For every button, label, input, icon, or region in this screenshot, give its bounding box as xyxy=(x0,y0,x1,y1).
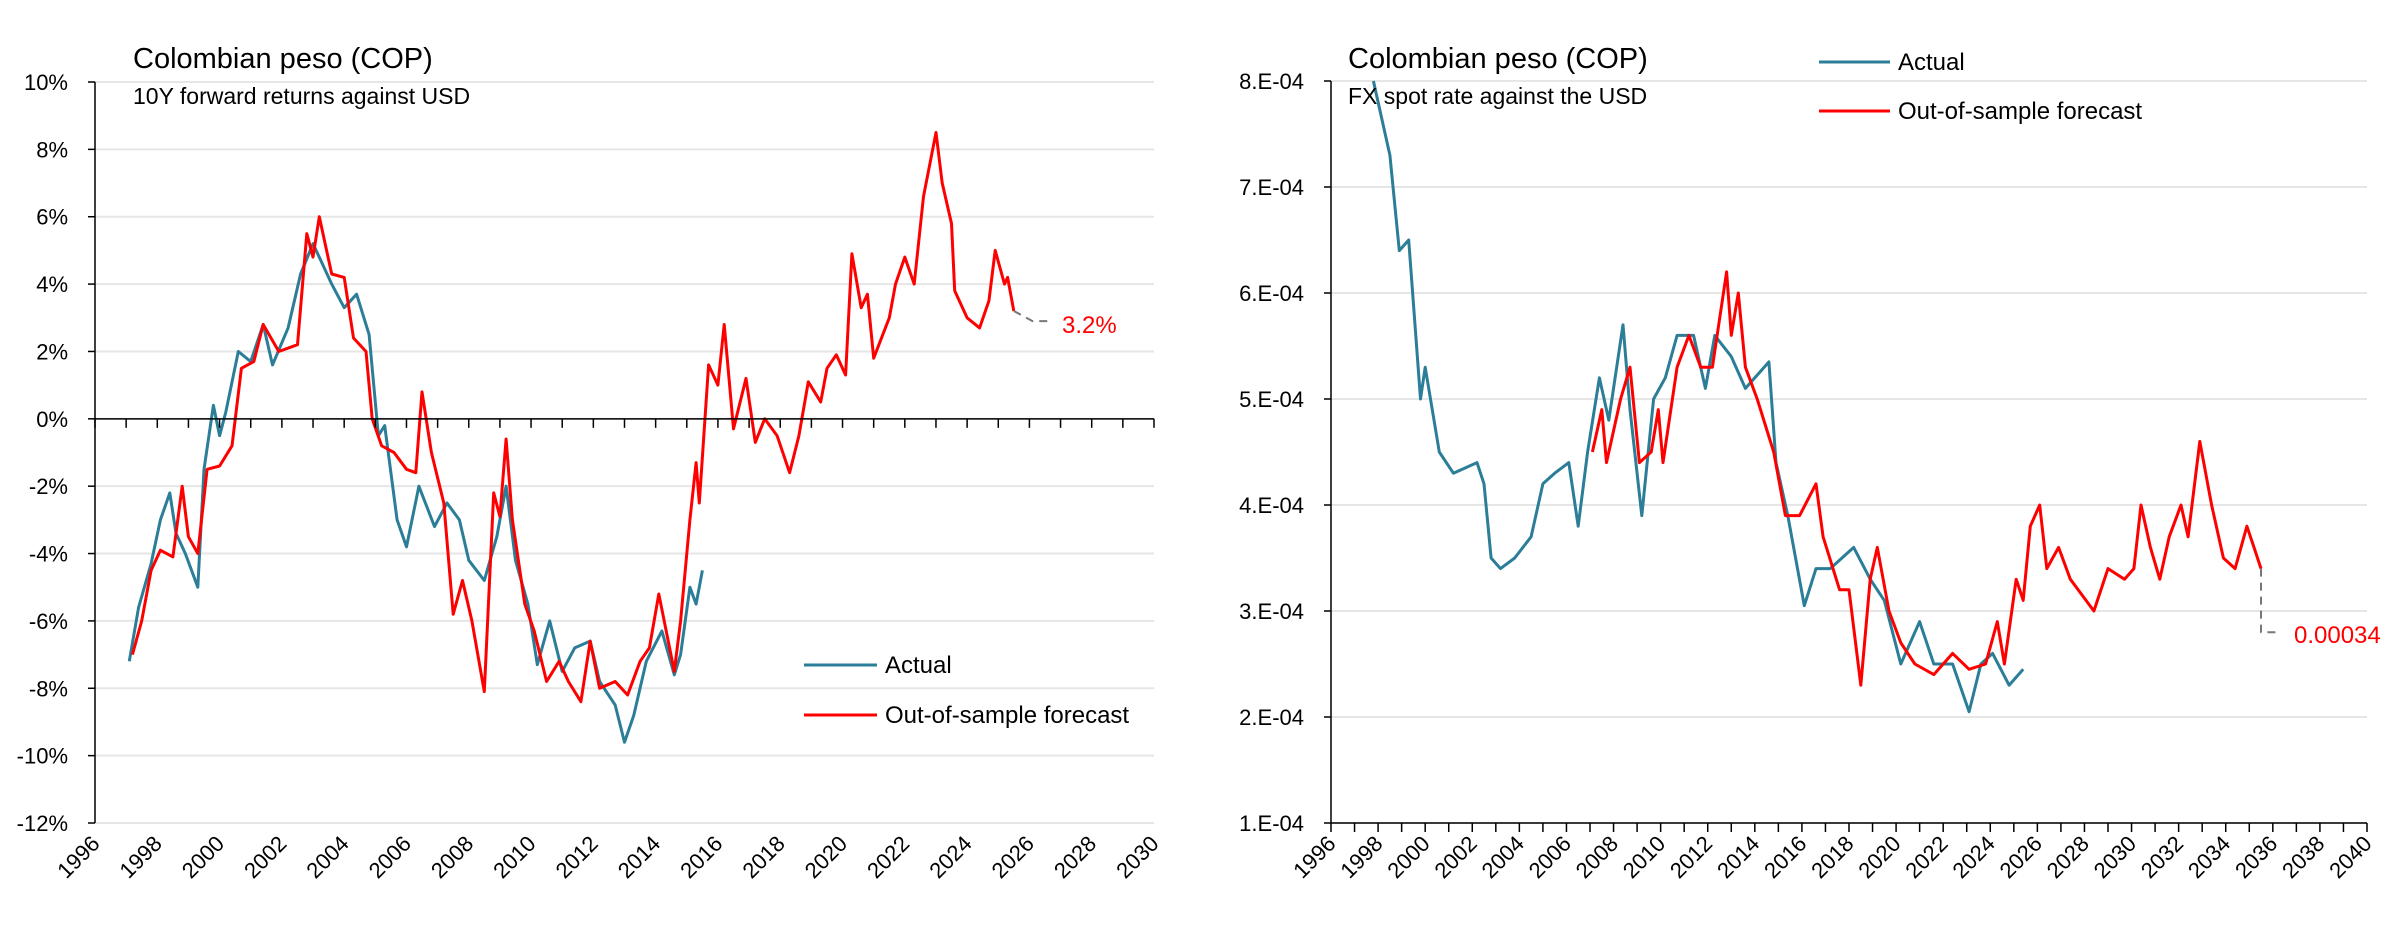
gridlines xyxy=(95,81,1154,824)
x-tick-label: 2022 xyxy=(1900,831,1952,883)
x-tick-label: 2016 xyxy=(1759,831,1811,883)
x-tick-label: 2040 xyxy=(2324,831,2376,883)
x-tick-label: 1998 xyxy=(1335,831,1387,883)
x-tick-label: 2024 xyxy=(1948,831,2000,883)
legend-label-forecast: Out-of-sample forecast xyxy=(885,702,1129,729)
x-tick-label: 1998 xyxy=(115,831,167,883)
y-tick-label: 7.E-04 xyxy=(1239,175,1304,200)
value-annotation: 3.2% xyxy=(1062,312,1117,339)
series-lines xyxy=(1371,80,2280,714)
x-tick-label: 2000 xyxy=(1382,831,1434,883)
x-tick-label: 2020 xyxy=(1853,831,1905,883)
spot-rate-chart: 1.E-04 2.E-04 3.E-04 4.E-04 5.E-04 6.E-04 7.E-… xyxy=(1239,43,2381,883)
x-tick-label: 2034 xyxy=(2183,831,2235,883)
x-tick-label: 1996 xyxy=(52,831,104,883)
x-tick-label: 2012 xyxy=(1665,831,1717,883)
actual-line xyxy=(127,242,704,744)
chart-subtitle: FX spot rate against the USD xyxy=(1348,83,1647,109)
x-tick-label: 2008 xyxy=(1571,831,1623,883)
series-lines xyxy=(127,131,1052,744)
y-tick-label: 8% xyxy=(36,137,68,162)
x-tick-label: 2014 xyxy=(613,831,665,883)
x-tick-label: 2012 xyxy=(551,831,603,883)
x-tick-label: 2022 xyxy=(862,831,914,883)
y-tick-label: 0% xyxy=(36,407,68,432)
x-tick-label: 2004 xyxy=(1477,831,1529,883)
legend: Actual Out-of-sample forecast xyxy=(1819,49,2142,125)
x-tick-label: 1996 xyxy=(1288,831,1340,883)
x-tick-label: 2024 xyxy=(924,831,976,883)
x-tick-label: 2030 xyxy=(1111,831,1163,883)
y-tick-label: 2% xyxy=(36,339,68,364)
y-tick-label: 4.E-04 xyxy=(1239,493,1304,518)
x-tick-label: 2028 xyxy=(2042,831,2094,883)
x-tick-label: 2018 xyxy=(737,831,789,883)
y-tick-label: 10% xyxy=(24,70,68,95)
legend-label-actual: Actual xyxy=(885,652,952,679)
x-tick-label: 2006 xyxy=(1524,831,1576,883)
y-tick-label: 8.E-04 xyxy=(1239,69,1304,94)
forecast-line xyxy=(1590,270,2263,687)
x-tick-label: 2002 xyxy=(239,831,291,883)
y-tick-label: -10% xyxy=(17,744,68,769)
y-tick-label: 6% xyxy=(36,205,68,230)
y-tick-label: 6.E-04 xyxy=(1239,281,1304,306)
y-tick-label: -6% xyxy=(29,609,68,634)
x-tick-label: 2032 xyxy=(2136,831,2188,883)
y-tick-label: -4% xyxy=(29,542,68,567)
x-tick-label: 2016 xyxy=(675,831,727,883)
x-tick-label: 2028 xyxy=(1049,831,1101,883)
x-tick-label: 2010 xyxy=(488,831,540,883)
y-tick-label: 5.E-04 xyxy=(1239,387,1304,412)
projection-line xyxy=(1013,310,1052,323)
x-tick-label: 2036 xyxy=(2230,831,2282,883)
forecast-line xyxy=(130,131,1016,704)
x-tick-label: 2010 xyxy=(1618,831,1670,883)
y-tick-label: 1.E-04 xyxy=(1239,811,1304,836)
y-tick-label: -12% xyxy=(17,811,68,836)
legend-label-actual: Actual xyxy=(1898,49,1965,76)
x-tick-label: 2002 xyxy=(1430,831,1482,883)
y-tick-label: 3.E-04 xyxy=(1239,599,1304,624)
y-tick-label: -2% xyxy=(29,474,68,499)
x-tick-label: 2030 xyxy=(2089,831,2141,883)
legend-label-forecast: Out-of-sample forecast xyxy=(1898,98,2142,125)
x-tick-label: 2038 xyxy=(2277,831,2329,883)
chart-subtitle: 10Y forward returns against USD xyxy=(133,83,470,109)
x-tick-label: 2026 xyxy=(987,831,1039,883)
chart-title: Colombian peso (COP) xyxy=(1348,43,1648,75)
actual-line xyxy=(1371,80,2025,714)
x-tick-label: 2014 xyxy=(1712,831,1764,883)
axes: -12% -10% -8% -6% -4% -2% 0% 2% 4% 6% 8% 10% 1996 199… xyxy=(17,70,1164,883)
y-tick-label: -8% xyxy=(29,676,68,701)
x-tick-label: 2008 xyxy=(426,831,478,883)
x-tick-label: 2004 xyxy=(301,831,353,883)
x-tick-label: 2026 xyxy=(1995,831,2047,883)
chart-title: Colombian peso (COP) xyxy=(133,43,433,75)
returns-chart: -12% -10% -8% -6% -4% -2% 0% 2% 4% 6% 8% 10% 1996 199… xyxy=(17,43,1164,883)
legend: Actual Out-of-sample forecast xyxy=(804,652,1129,729)
x-tick-label: 2006 xyxy=(364,831,416,883)
y-tick-label: 4% xyxy=(36,272,68,297)
projection-line xyxy=(2260,568,2280,634)
gridlines xyxy=(1331,80,2367,824)
x-tick-label: 2000 xyxy=(177,831,229,883)
y-tick-label: 2.E-04 xyxy=(1239,705,1304,730)
x-tick-label: 2018 xyxy=(1806,831,1858,883)
value-annotation: 0.00034 xyxy=(2294,622,2381,649)
x-tick-label: 2020 xyxy=(800,831,852,883)
